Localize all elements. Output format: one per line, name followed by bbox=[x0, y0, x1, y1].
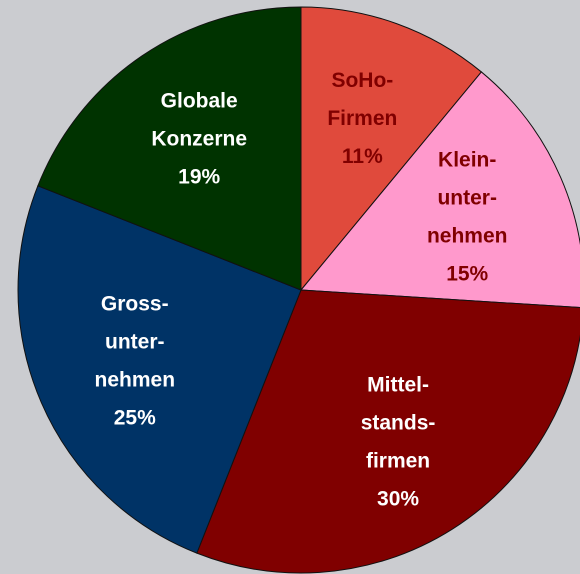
slice-label: unter- bbox=[105, 330, 165, 353]
pie-slice bbox=[196, 289, 580, 574]
pie-slice bbox=[37, 6, 302, 291]
slice-label: Globale bbox=[161, 90, 238, 113]
slice-label: nehmen bbox=[427, 225, 508, 248]
slice-label: SoHo- bbox=[331, 69, 393, 92]
slice-label: unter- bbox=[437, 187, 497, 210]
slice-label: Mittel- bbox=[367, 373, 429, 396]
slice-label: Konzerne bbox=[151, 128, 247, 151]
slice-label: nehmen bbox=[95, 368, 176, 391]
pie-slice bbox=[300, 6, 483, 292]
slice-value-label: 11% bbox=[342, 145, 383, 168]
slice-label: Gross- bbox=[101, 292, 169, 315]
slice-label: firmen bbox=[366, 449, 430, 472]
slice-value-label: 25% bbox=[114, 406, 156, 429]
slice-label: Klein- bbox=[438, 149, 496, 172]
pie-slice bbox=[299, 71, 580, 309]
pie-slice bbox=[17, 185, 302, 554]
slice-label: Firmen bbox=[327, 107, 397, 130]
slice-label: stands- bbox=[361, 411, 436, 434]
slice-value-label: 15% bbox=[446, 263, 488, 286]
slice-value-label: 30% bbox=[377, 487, 419, 510]
slice-value-label: 19% bbox=[178, 166, 220, 189]
